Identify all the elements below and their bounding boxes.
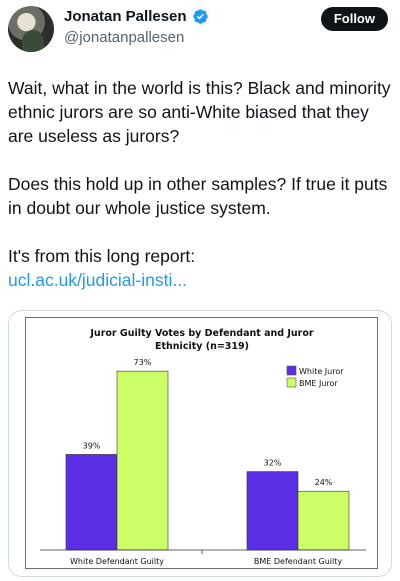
data-label: 73% — [134, 358, 152, 367]
juror-votes-chart: Juror Guilty Votes by Defendant and Juro… — [40, 328, 366, 566]
tweet-paragraph: Does this hold up in other samples? If t… — [8, 174, 388, 218]
bar — [297, 490, 350, 551]
category-label: White Defendant Guilty — [70, 557, 164, 566]
author-name-row: Jonatan Pallesen — [64, 8, 209, 25]
tweet-paragraph-text: It's from this long report: — [8, 246, 196, 266]
category-label: BME Defendant Guilty — [254, 557, 342, 566]
chart-title: Juror Guilty Votes by Defendant and Juro… — [89, 328, 314, 339]
tweet-body: Wait, what in the world is this? Black a… — [8, 76, 394, 316]
legend-swatch — [286, 377, 297, 388]
bar — [246, 471, 299, 551]
follow-button[interactable]: Follow — [320, 7, 388, 31]
legend-label: BME Juror — [299, 379, 338, 388]
data-label: 24% — [315, 478, 333, 487]
data-label: 32% — [264, 459, 282, 468]
media-attachment[interactable]: Juror Guilty Votes by Defendant and Juro… — [8, 310, 392, 577]
tweet-paragraph: Wait, what in the world is this? Black a… — [8, 78, 391, 146]
tweet-header: Jonatan Pallesen @jonatanpallesen Follow — [0, 0, 400, 56]
author-handle[interactable]: @jonatanpallesen — [64, 29, 185, 46]
tweet-paragraph: It's from this long report: ucl.ac.uk/ju… — [8, 244, 394, 292]
author-avatar[interactable] — [8, 6, 54, 52]
author-name[interactable]: Jonatan Pallesen — [64, 8, 187, 25]
bar — [65, 454, 118, 551]
chart-frame: Juror Guilty Votes by Defendant and Juro… — [25, 317, 378, 569]
report-link[interactable]: ucl.ac.uk/judicial-insti... — [8, 270, 187, 290]
legend-swatch — [286, 365, 297, 376]
legend-label: White Juror — [299, 367, 344, 376]
chart-title: Ethnicity (n=319) — [155, 341, 249, 352]
data-label: 39% — [83, 441, 101, 450]
verified-badge-icon — [192, 9, 208, 24]
bar — [116, 370, 169, 551]
